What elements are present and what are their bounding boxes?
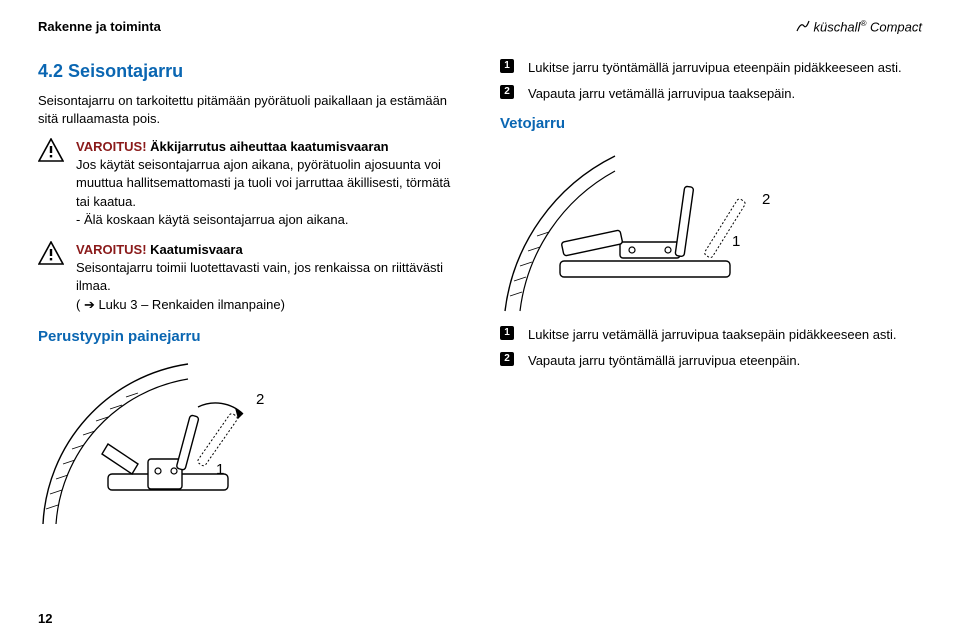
header-brand: küschall® Compact bbox=[796, 18, 922, 37]
warning-title: VAROITUS! bbox=[76, 139, 147, 154]
figure-pullbrake: 1 2 bbox=[500, 146, 922, 316]
brand-logo-icon bbox=[796, 20, 810, 32]
warning-subtitle: Äkkijarrutus aiheuttaa kaatumisvaaran bbox=[150, 139, 388, 154]
brake-diagram-1: 1 2 bbox=[38, 359, 298, 529]
warning-body-2: VAROITUS! Kaatumisvaara Seisontajarru to… bbox=[76, 241, 460, 314]
brand-name: küschall bbox=[813, 19, 860, 34]
step-2-text: Vapauta jarru vetämällä jarruvipua taaks… bbox=[528, 85, 922, 103]
subheading-right: Vetojarru bbox=[500, 113, 922, 134]
brake-diagram-2: 1 2 bbox=[500, 146, 800, 316]
section-number: 4.2 bbox=[38, 61, 63, 81]
warning-block-2: VAROITUS! Kaatumisvaara Seisontajarru to… bbox=[38, 241, 460, 314]
subheading-left: Perustyypin painejarru bbox=[38, 326, 460, 347]
step-1-text: Lukitse jarru työntämällä jarruvipua ete… bbox=[528, 59, 922, 77]
warning-icon bbox=[38, 138, 64, 162]
page-header: Rakenne ja toiminta küschall® Compact bbox=[38, 18, 922, 37]
fig2-label-2: 2 bbox=[762, 191, 770, 208]
fig1-label-1: 1 bbox=[216, 461, 224, 478]
step-4-text: Vapauta jarru työntämällä jarruvipua ete… bbox=[528, 352, 922, 370]
warning-bullet: - Älä koskaan käytä seisontajarrua ajon … bbox=[76, 211, 460, 229]
page-number: 12 bbox=[38, 610, 52, 628]
warning-text: Seisontajarru toimii luotettavasti vain,… bbox=[76, 259, 460, 295]
warning-block-1: VAROITUS! Äkkijarrutus aiheuttaa kaatumi… bbox=[38, 138, 460, 229]
figure-pushbrake: 1 2 bbox=[38, 359, 460, 529]
step-3: 1 Lukitse jarru vetämällä jarruvipua taa… bbox=[500, 326, 922, 344]
badge-2: 2 bbox=[500, 352, 514, 366]
warning-text: Jos käytät seisontajarrua ajon aikana, p… bbox=[76, 156, 460, 211]
fig2-label-1: 1 bbox=[732, 233, 740, 250]
left-column: 4.2 Seisontajarru Seisontajarru on tarko… bbox=[38, 59, 460, 529]
step-2: 2 Vapauta jarru vetämällä jarruvipua taa… bbox=[500, 85, 922, 103]
step-4: 2 Vapauta jarru työntämällä jarruvipua e… bbox=[500, 352, 922, 370]
badge-1: 1 bbox=[500, 59, 514, 73]
warning-reference: ( ➔ Luku 3 – Renkaiden ilmanpaine) bbox=[76, 296, 460, 314]
section-heading: 4.2 Seisontajarru bbox=[38, 59, 460, 84]
step-1: 1 Lukitse jarru työntämällä jarruvipua e… bbox=[500, 59, 922, 77]
badge-2: 2 bbox=[500, 85, 514, 99]
warning-icon bbox=[38, 241, 64, 265]
content-columns: 4.2 Seisontajarru Seisontajarru on tarko… bbox=[38, 59, 922, 529]
right-column: 1 Lukitse jarru työntämällä jarruvipua e… bbox=[500, 59, 922, 529]
section-title: Seisontajarru bbox=[68, 61, 183, 81]
header-section-title: Rakenne ja toiminta bbox=[38, 18, 161, 36]
brand-product: Compact bbox=[870, 19, 922, 34]
step-3-text: Lukitse jarru vetämällä jarruvipua taaks… bbox=[528, 326, 922, 344]
fig1-label-2: 2 bbox=[256, 391, 264, 408]
badge-1: 1 bbox=[500, 326, 514, 340]
intro-paragraph: Seisontajarru on tarkoitettu pitämään py… bbox=[38, 92, 460, 128]
warning-subtitle: Kaatumisvaara bbox=[150, 242, 243, 257]
warning-body-1: VAROITUS! Äkkijarrutus aiheuttaa kaatumi… bbox=[76, 138, 460, 229]
warning-title: VAROITUS! bbox=[76, 242, 147, 257]
